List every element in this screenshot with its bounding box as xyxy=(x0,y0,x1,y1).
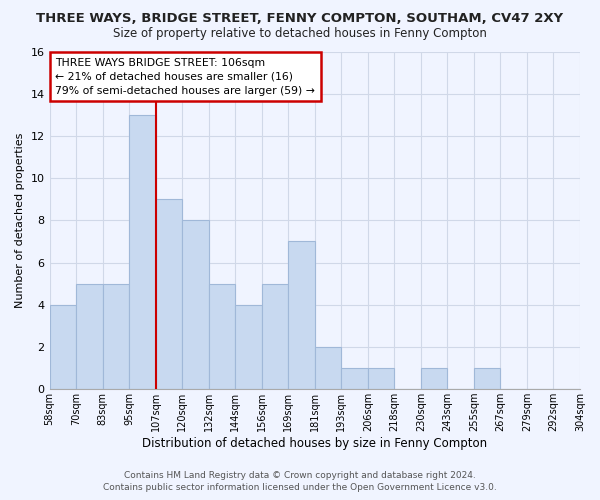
Bar xyxy=(288,242,315,389)
Bar xyxy=(129,115,155,389)
X-axis label: Distribution of detached houses by size in Fenny Compton: Distribution of detached houses by size … xyxy=(142,437,487,450)
Bar xyxy=(262,284,288,389)
Bar xyxy=(76,284,103,389)
Text: Contains HM Land Registry data © Crown copyright and database right 2024.
Contai: Contains HM Land Registry data © Crown c… xyxy=(103,471,497,492)
Text: THREE WAYS, BRIDGE STREET, FENNY COMPTON, SOUTHAM, CV47 2XY: THREE WAYS, BRIDGE STREET, FENNY COMPTON… xyxy=(37,12,563,26)
Bar xyxy=(209,284,235,389)
Bar xyxy=(235,304,262,389)
Text: Size of property relative to detached houses in Fenny Compton: Size of property relative to detached ho… xyxy=(113,28,487,40)
Bar xyxy=(421,368,448,389)
Bar xyxy=(341,368,368,389)
Bar xyxy=(103,284,129,389)
Bar xyxy=(155,199,182,389)
Bar xyxy=(182,220,209,389)
Y-axis label: Number of detached properties: Number of detached properties xyxy=(15,132,25,308)
Bar xyxy=(474,368,500,389)
Bar xyxy=(50,304,76,389)
Text: THREE WAYS BRIDGE STREET: 106sqm
← 21% of detached houses are smaller (16)
79% o: THREE WAYS BRIDGE STREET: 106sqm ← 21% o… xyxy=(55,58,315,96)
Bar xyxy=(315,347,341,389)
Bar xyxy=(368,368,394,389)
